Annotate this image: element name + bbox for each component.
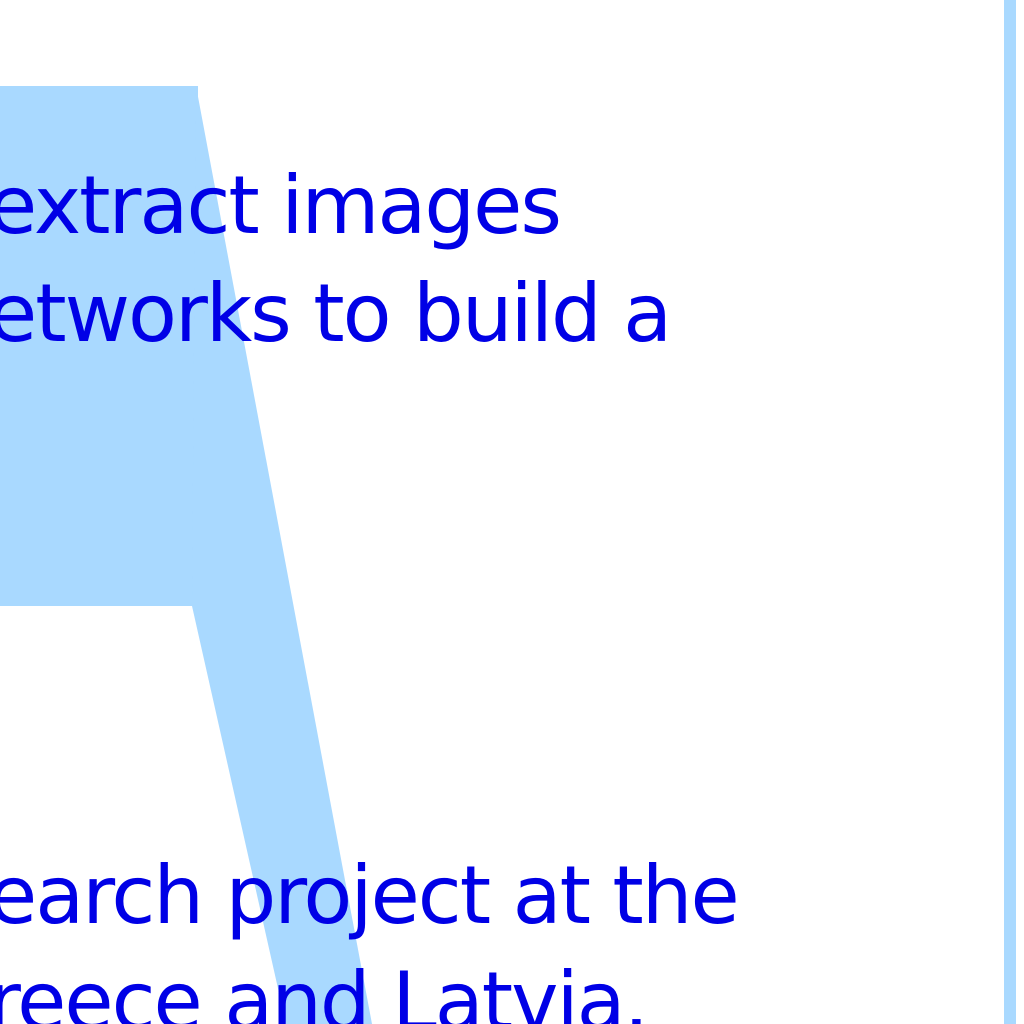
body-text-line: earch project at the <box>0 849 740 942</box>
decorative-block-top <box>0 86 198 606</box>
body-text-line: reece and Latvia. <box>0 955 649 1024</box>
body-text-line: etworks to build a <box>0 267 672 360</box>
right-edge-border <box>1004 0 1016 1024</box>
body-text-line: extract images <box>0 159 562 252</box>
decorative-diagonal-stripe <box>192 86 372 1024</box>
